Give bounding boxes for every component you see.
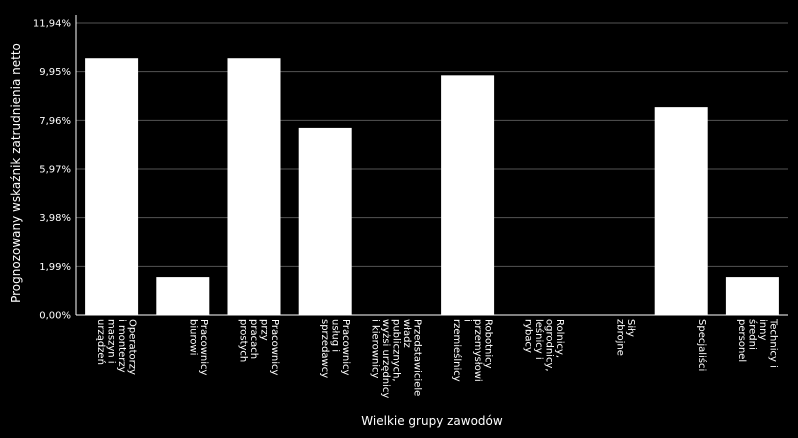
category-label-line: wyżsi urzędnicy — [380, 319, 391, 398]
category-label-line: Siły — [625, 319, 636, 337]
category-label-line: pracach — [248, 319, 259, 359]
y-tick-label: 11,94% — [33, 19, 71, 30]
bars — [85, 58, 779, 316]
category-label-line: Robotnicy — [483, 319, 494, 369]
category-label: Siłyzbrojne — [615, 319, 637, 356]
category-label-line: urządzeń — [95, 319, 107, 365]
bar — [725, 277, 779, 315]
y-tick-label: 9,95% — [39, 67, 71, 78]
category-label-line: leśnicy i — [533, 319, 545, 360]
category-label-line: i — [462, 319, 473, 322]
category-label-line: rybacy — [522, 319, 533, 353]
category-label-line: sprzedawcy — [319, 319, 330, 378]
category-label: Specjaliści — [696, 319, 708, 371]
x-axis-title: Wielkie grupy zawodów — [361, 414, 503, 428]
category-label: Operatorzyi monterzymaszyn iurządzeń — [95, 319, 138, 375]
category-label-line: Specjaliści — [696, 319, 708, 371]
category-labels: Operatorzyi monterzymaszyn iurządzeń Prac… — [95, 318, 778, 398]
category-label-line: personel — [736, 319, 747, 362]
category-label: Technicy iinnyśrednipersonel — [736, 318, 779, 368]
y-axis-title: Prognozowany wskaźnik zatrudnienia netto — [9, 43, 23, 303]
category-label-line: Pracownicy — [269, 319, 280, 376]
category-label-line: i kierownicy — [369, 319, 380, 378]
y-tick-label: 5,97% — [39, 165, 71, 176]
bar — [654, 107, 708, 315]
category-label-line: inny — [757, 319, 768, 340]
category-label-line: i monterzy — [116, 319, 127, 373]
category-label-line: Rolnicy, — [554, 319, 565, 358]
bar — [85, 58, 139, 316]
bar — [227, 58, 281, 316]
bar — [298, 127, 352, 315]
category-label-line: usług i — [330, 319, 341, 352]
category-label: Robotnicyprzemysłowiirzemieślnicy — [451, 319, 494, 382]
category-label: Pracownicybiurowi — [187, 319, 209, 376]
category-label-line: Technicy i — [767, 318, 778, 368]
category-label-line: ogrodnicy, — [543, 319, 554, 372]
category-label-line: Operatorzy — [127, 319, 138, 375]
category-label-line: publicznych, — [390, 319, 401, 382]
y-tick-label: 0,00% — [39, 311, 71, 322]
category-label-line: Przedstawiciele — [411, 319, 422, 396]
category-label-line: biurowi — [187, 319, 198, 355]
category-label-line: rzemieślnicy — [451, 319, 463, 382]
category-label: Pracownicyusług isprzedawcy — [319, 319, 351, 378]
category-label-line: przy — [259, 319, 270, 341]
y-tick-label: 3,98% — [39, 213, 71, 224]
category-label-line: maszyn i — [106, 319, 117, 364]
category-label-line: władz — [401, 319, 412, 348]
category-label-line: prostych — [238, 319, 249, 362]
bar — [441, 75, 495, 315]
y-tick-label: 1,99% — [39, 262, 71, 273]
category-label: Rolnicy,ogrodnicy,leśnicy irybacy — [522, 319, 565, 372]
category-label-line: średni — [746, 319, 758, 350]
category-label-line: przemysłowi — [472, 319, 483, 382]
category-label-line: zbrojne — [615, 319, 626, 356]
category-label-line: Pracownicy — [340, 319, 351, 376]
y-tick-labels: 0,00% 1,99% 3,98% 5,97% 7,96% 9,95% 11,94% — [33, 19, 71, 322]
category-label: Pracownicyprzypracachprostych — [238, 319, 281, 376]
category-label-line: Pracownicy — [198, 319, 209, 376]
y-tick-label: 7,96% — [39, 116, 71, 127]
bar — [156, 277, 210, 315]
category-label: Przedstawicielewładzpublicznych,wyżsi ur… — [369, 319, 422, 398]
